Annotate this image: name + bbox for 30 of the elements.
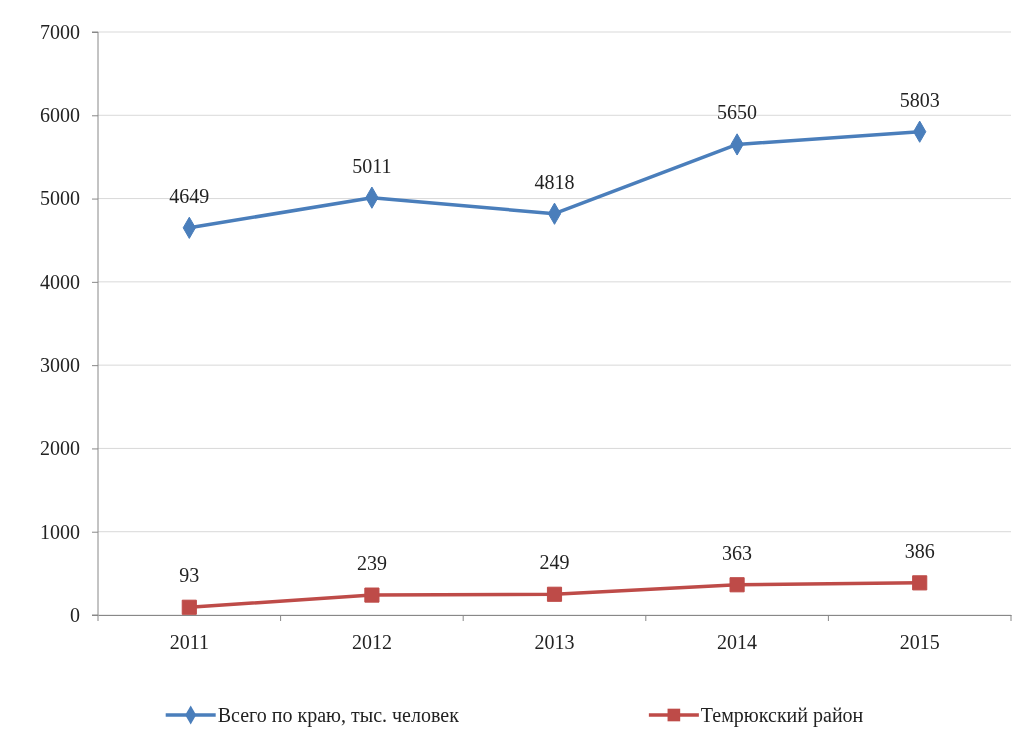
legend-label: Темрюкский район <box>700 704 864 727</box>
data-label: 5650 <box>717 101 758 124</box>
y-tick-label: 1000 <box>40 520 80 543</box>
point <box>364 587 380 603</box>
point <box>181 599 197 615</box>
data-label: 93 <box>179 564 200 587</box>
y-tick-label: 0 <box>70 603 80 626</box>
data-label: 5011 <box>352 154 392 177</box>
y-tick-label: 3000 <box>40 354 80 377</box>
x-tick-label: 2012 <box>351 631 392 654</box>
data-label: 386 <box>904 539 935 562</box>
data-label: 4649 <box>169 184 210 207</box>
data-label: 5803 <box>899 88 940 111</box>
data-label: 239 <box>356 552 387 575</box>
point <box>729 577 745 593</box>
data-label: 363 <box>722 541 753 564</box>
data-label: 4818 <box>534 170 575 193</box>
point <box>912 575 928 591</box>
y-tick-label: 5000 <box>40 187 80 210</box>
point <box>546 586 563 602</box>
data-label: 249 <box>539 551 570 574</box>
x-tick-label: 2014 <box>717 631 758 654</box>
y-tick-label: 2000 <box>40 437 80 460</box>
y-tick-label: 7000 <box>40 20 80 43</box>
y-tick-label: 4000 <box>40 270 80 293</box>
x-tick-label: 2013 <box>534 631 575 654</box>
x-tick-label: 2015 <box>899 631 940 654</box>
x-tick-label: 2011 <box>169 631 209 654</box>
y-tick-label: 6000 <box>40 104 80 127</box>
legend-label: Всего по краю, тыс. человек <box>217 704 460 727</box>
